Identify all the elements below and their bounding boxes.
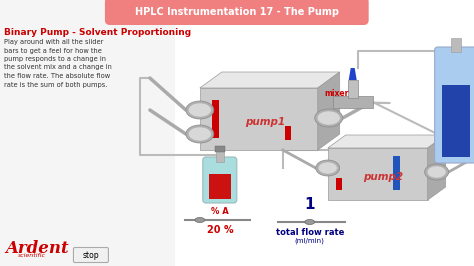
Ellipse shape (186, 125, 214, 143)
FancyBboxPatch shape (73, 247, 109, 263)
Bar (0, 0, 175, 266)
Text: Play around with all the slider
bars to get a feel for how the
pump responds to : Play around with all the slider bars to … (4, 39, 112, 88)
Text: stop: stop (82, 251, 99, 260)
Ellipse shape (425, 164, 448, 180)
Ellipse shape (318, 162, 337, 174)
Bar (285, 126, 291, 140)
Text: 80 %: 80 % (439, 140, 466, 150)
FancyBboxPatch shape (105, 0, 369, 25)
Polygon shape (200, 72, 340, 88)
Bar (215, 146, 225, 152)
Polygon shape (349, 68, 357, 80)
Polygon shape (318, 72, 340, 150)
Ellipse shape (188, 103, 211, 117)
Ellipse shape (317, 111, 340, 125)
Ellipse shape (186, 101, 214, 119)
Text: pump1: pump1 (245, 117, 285, 127)
Ellipse shape (195, 218, 205, 222)
Text: scientific: scientific (18, 253, 46, 258)
Polygon shape (428, 135, 446, 200)
Polygon shape (200, 88, 318, 150)
Bar (392, 156, 400, 190)
Bar (216, 150, 224, 162)
Ellipse shape (316, 160, 340, 176)
FancyBboxPatch shape (435, 47, 474, 163)
Text: pump2: pump2 (363, 172, 403, 182)
Ellipse shape (188, 127, 211, 141)
Bar (451, 38, 461, 52)
Text: % B: % B (439, 132, 459, 141)
Bar (209, 174, 231, 199)
Ellipse shape (305, 219, 315, 225)
Ellipse shape (315, 109, 343, 127)
Text: mixer: mixer (324, 89, 349, 98)
Polygon shape (328, 135, 446, 148)
Bar (348, 80, 358, 98)
Text: Ardent: Ardent (5, 240, 69, 257)
Text: total flow rate: total flow rate (275, 228, 344, 237)
Text: 1: 1 (304, 197, 315, 212)
Polygon shape (328, 148, 428, 200)
Text: % A: % A (211, 207, 228, 216)
Text: HPLC Instrumentation 17 - The Pump: HPLC Instrumentation 17 - The Pump (135, 7, 339, 17)
Bar (336, 178, 342, 190)
Text: (ml/min): (ml/min) (295, 237, 325, 243)
Ellipse shape (427, 166, 446, 178)
Bar (333, 96, 373, 108)
Text: Binary Pump - Solvent Proportioning: Binary Pump - Solvent Proportioning (4, 28, 191, 37)
Bar (442, 85, 470, 157)
FancyBboxPatch shape (203, 157, 237, 203)
Text: 20 %: 20 % (207, 225, 233, 235)
Bar (212, 100, 219, 138)
